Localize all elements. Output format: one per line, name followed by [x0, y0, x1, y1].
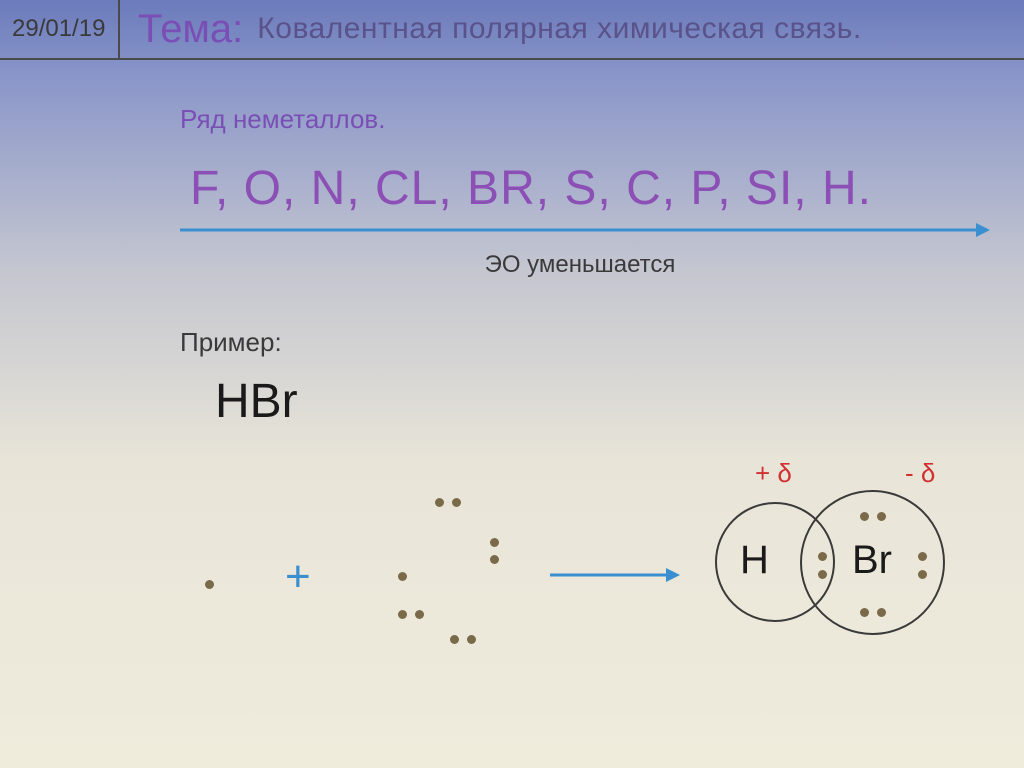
topic-title: Ковалентная полярная химическая связь.: [257, 12, 861, 46]
electron-dot: [818, 552, 827, 561]
topic-prefix: Тема:: [138, 7, 243, 52]
electron-dot: [860, 608, 869, 617]
electron-dot: [918, 570, 927, 579]
electron-dot: [415, 610, 424, 619]
br-atom-label: Br: [852, 538, 892, 583]
reaction-arrow: [550, 565, 680, 590]
header-bar: 29/01/19 Тема: Ковалентная полярная хими…: [0, 0, 1024, 60]
electron-dot: [877, 608, 886, 617]
electron-dot: [490, 555, 499, 564]
date-label: 29/01/19: [0, 0, 120, 58]
lewis-diagram: + + δ - δ H Br: [0, 430, 1024, 768]
electron-dot: [818, 570, 827, 579]
electron-dot: [398, 572, 407, 581]
electron-dot: [860, 512, 869, 521]
arrow-caption: ЭО уменьшается: [180, 251, 980, 279]
electron-dot: [490, 538, 499, 547]
electron-dot: [467, 635, 476, 644]
series-subtitle: Ряд неметаллов.: [180, 104, 1024, 135]
electron-dot: [435, 498, 444, 507]
electron-dot: [918, 552, 927, 561]
h-atom-label: H: [740, 538, 769, 583]
example-label: Пример:: [180, 327, 1024, 358]
electron-dot: [877, 512, 886, 521]
electron-dot: [398, 610, 407, 619]
series-arrow: [180, 220, 1024, 245]
electron-dot: [450, 635, 459, 644]
electron-dot: [452, 498, 461, 507]
formula-text: HBr: [215, 374, 1024, 429]
charge-minus-delta: - δ: [905, 458, 935, 489]
plus-sign: +: [285, 552, 311, 602]
element-series-text: F, O, N, CL, BR, S, C, P, SI, H.: [190, 161, 1024, 216]
electron-dot: [205, 580, 214, 589]
charge-plus-delta: + δ: [755, 458, 792, 489]
